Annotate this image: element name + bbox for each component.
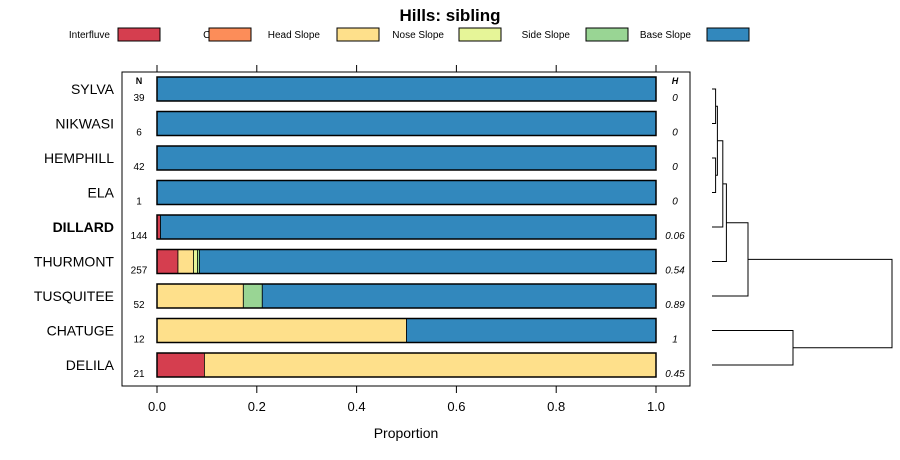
- count-chatuge: 12: [133, 335, 145, 346]
- bar-thurmont-head-slope: [177, 249, 194, 274]
- bar-tusquitee-side-slope: [242, 283, 263, 309]
- bar-tusquitee-head-slope: [156, 283, 244, 309]
- dendrogram: [712, 88, 893, 366]
- bar-outline-tusquitee: [156, 283, 657, 309]
- bar-outline-thurmont: [156, 248, 657, 275]
- legend-swatch-nose-slope: [458, 27, 502, 42]
- bar-nikwasi-base-slope: [156, 111, 657, 136]
- legend-label-side-slope: Side Slope: [522, 30, 571, 41]
- dendrogram-link-6: [712, 222, 749, 297]
- entropy-tusquitee: 0.89: [665, 300, 685, 311]
- bar-outline-chatuge: [156, 317, 657, 344]
- legend-label-head-slope: Head Slope: [268, 30, 321, 41]
- legend-swatch-base-slope: [706, 27, 750, 42]
- entropy-chatuge: 1: [672, 335, 678, 346]
- x-tick-label: 0.2: [248, 399, 266, 414]
- bar-delila-head-slope: [204, 352, 657, 378]
- legend-label-nose-slope: Nose Slope: [392, 30, 444, 41]
- entropy-ela: 0: [672, 197, 678, 208]
- count-delila: 21: [133, 369, 145, 380]
- bar-tusquitee-base-slope: [261, 283, 657, 309]
- legend-swatch-interfluve: [117, 27, 161, 42]
- dendrogram-link-5: [712, 183, 727, 262]
- dendrogram-link-7: [712, 330, 794, 366]
- bar-thurmont-base-slope: [199, 249, 657, 274]
- bar-outline-hemphill: [156, 145, 657, 171]
- row-label-ela: ELA: [88, 185, 115, 201]
- bar-delila-interfluve: [156, 352, 205, 378]
- dendrogram-link-1: [712, 88, 717, 124]
- count-thurmont: 257: [131, 266, 148, 277]
- count-column-header: N: [136, 76, 143, 86]
- bar-chatuge-head-slope: [156, 318, 407, 343]
- count-nikwasi: 6: [136, 128, 142, 139]
- legend-label-interfluve: Interfluve: [69, 30, 111, 41]
- plot-frame: [121, 71, 691, 387]
- bar-outline-dillard: [156, 214, 657, 240]
- bar-thurmont-nose-slope: [193, 249, 198, 274]
- x-tick-label: 0.8: [547, 399, 565, 414]
- dendrogram-link-8: [748, 258, 893, 349]
- row-label-thurmont: THURMONT: [34, 254, 115, 270]
- bar-hemphill-base-slope: [156, 145, 657, 171]
- bar-outline-sylva: [156, 76, 657, 102]
- entropy-dillard: 0.06: [665, 231, 685, 242]
- chart-title: Hills: sibling: [399, 6, 500, 25]
- x-tick-label: 0.0: [148, 399, 166, 414]
- legend-label-base-slope: Base Slope: [640, 30, 692, 41]
- bar-outline-ela: [156, 179, 657, 206]
- dendrogram-link-2: [712, 157, 717, 193]
- entropy-hemphill: 0: [672, 162, 678, 173]
- count-dillard: 144: [131, 231, 148, 242]
- bar-outline-nikwasi: [156, 110, 657, 137]
- bar-rows: SYLVA 39 0 NIKWASI 6 0 HEMPHILL 42 0 ELA 1 0 DILLARD…: [34, 76, 685, 380]
- count-hemphill: 42: [133, 162, 145, 173]
- x-tick-label: 0.4: [348, 399, 366, 414]
- row-label-chatuge: CHATUGE: [47, 323, 114, 339]
- bar-ela-base-slope: [156, 180, 657, 205]
- row-label-hemphill: HEMPHILL: [44, 150, 114, 166]
- x-axis-title: Proportion: [374, 425, 439, 441]
- count-tusquitee: 52: [133, 300, 145, 311]
- bar-sylva-base-slope: [156, 76, 657, 102]
- entropy-sylva: 0: [672, 93, 678, 104]
- row-label-tusquitee: TUSQUITEE: [34, 288, 114, 304]
- legend-swatch-crest: [208, 27, 252, 42]
- count-sylva: 39: [133, 93, 145, 104]
- bar-outline-delila: [156, 352, 657, 378]
- row-label-delila: DELILA: [66, 357, 115, 373]
- count-ela: 1: [136, 197, 142, 208]
- bar-thurmont-interfluve: [156, 249, 179, 274]
- bar-dillard-base-slope: [160, 214, 657, 240]
- legend-swatch-head-slope: [336, 27, 380, 42]
- entropy-delila: 0.45: [665, 369, 685, 380]
- entropy-thurmont: 0.54: [665, 266, 685, 277]
- entropy-nikwasi: 0: [672, 128, 678, 139]
- bar-chatuge-base-slope: [406, 318, 657, 343]
- legend-swatch-side-slope: [585, 27, 629, 42]
- x-tick-label: 1.0: [647, 399, 665, 414]
- row-label-dillard: DILLARD: [53, 219, 114, 235]
- entropy-column-header: H: [672, 76, 679, 86]
- row-label-sylva: SYLVA: [71, 81, 115, 97]
- x-tick-label: 0.6: [447, 399, 465, 414]
- x-axis: 0.0 0.2 0.4 0.6 0.8 1.0: [148, 65, 665, 414]
- row-label-nikwasi: NIKWASI: [55, 116, 114, 132]
